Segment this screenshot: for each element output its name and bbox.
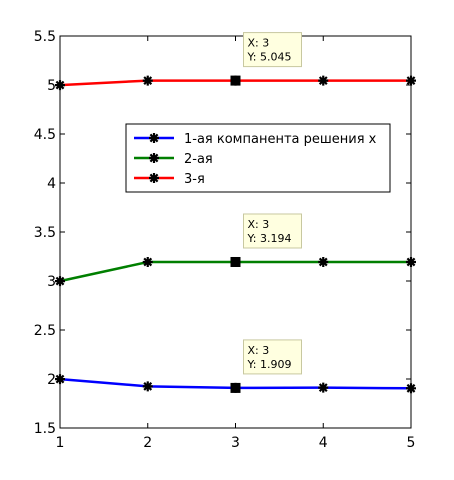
legend-entry-label: 1-ая компанента решения x <box>184 132 377 147</box>
data-point-series-3[interactable] <box>142 75 153 86</box>
axis-ticks: 1 2 3 4 5 1.5 2 2.5 3 3.5 4 4.5 5 5.5 <box>34 29 416 451</box>
x-tick-label: 2 <box>143 435 152 451</box>
y-tick-label: 2.5 <box>34 323 56 339</box>
legend-marker-3[interactable] <box>149 173 159 183</box>
y-tick-label: 3.5 <box>34 225 56 241</box>
data-point-series-2[interactable] <box>142 256 153 267</box>
datatip-x-label: X: 3 <box>248 344 270 357</box>
datatip-box <box>243 339 302 375</box>
datatip-marker[interactable] <box>230 256 241 267</box>
y-tick-label: 4.5 <box>34 127 56 143</box>
datatip-y-label: Y: 1.909 <box>247 358 292 371</box>
y-tick-label: 5 <box>47 78 56 94</box>
x-tick-label: 1 <box>56 435 65 451</box>
datatip-x-label: X: 3 <box>248 37 270 50</box>
datatip-box <box>243 32 302 68</box>
datatip-y-label: Y: 5.045 <box>247 51 292 64</box>
datatip-x-label: X: 3 <box>248 218 270 231</box>
datatip-marker[interactable] <box>230 382 241 393</box>
data-point-series-2[interactable] <box>55 276 65 287</box>
datatip-y-label: Y: 3.194 <box>247 232 292 245</box>
data-point-series-1[interactable] <box>55 374 65 385</box>
legend-marker-2[interactable] <box>149 153 159 163</box>
data-point-series-1[interactable] <box>318 382 329 393</box>
data-point-series-2[interactable] <box>318 256 329 267</box>
data-point-series-2[interactable] <box>406 256 416 267</box>
legend-entry-label: 2-ая <box>184 152 213 167</box>
y-tick-label: 3 <box>47 274 56 290</box>
plot-area <box>59 35 412 429</box>
y-tick-label: 4 <box>47 176 56 192</box>
legend-entry-label: 3-я <box>184 172 205 187</box>
data-point-series-3[interactable] <box>55 80 65 91</box>
x-tick-label: 5 <box>407 435 416 451</box>
datatip-box <box>243 213 302 249</box>
data-point-series-3[interactable] <box>406 75 416 86</box>
data-point-series-1[interactable] <box>406 383 416 394</box>
datatip-marker[interactable] <box>230 75 241 86</box>
x-tick-label: 4 <box>319 435 328 451</box>
data-point-series-1[interactable] <box>142 381 153 392</box>
legend[interactable]: 1-ая компанента решения x 2-ая 3-я <box>125 123 391 193</box>
x-tick-label: 3 <box>231 435 240 451</box>
y-tick-label: 1.5 <box>34 421 56 437</box>
y-tick-label: 5.5 <box>34 29 56 45</box>
data-point-series-3[interactable] <box>318 75 329 86</box>
y-tick-label: 2 <box>47 372 56 388</box>
legend-marker-1[interactable] <box>149 133 159 143</box>
